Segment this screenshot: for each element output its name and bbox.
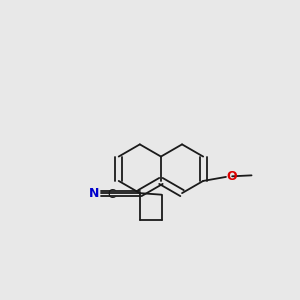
Text: N: N [89, 187, 99, 200]
Text: C: C [108, 188, 116, 201]
Text: O: O [226, 170, 237, 183]
